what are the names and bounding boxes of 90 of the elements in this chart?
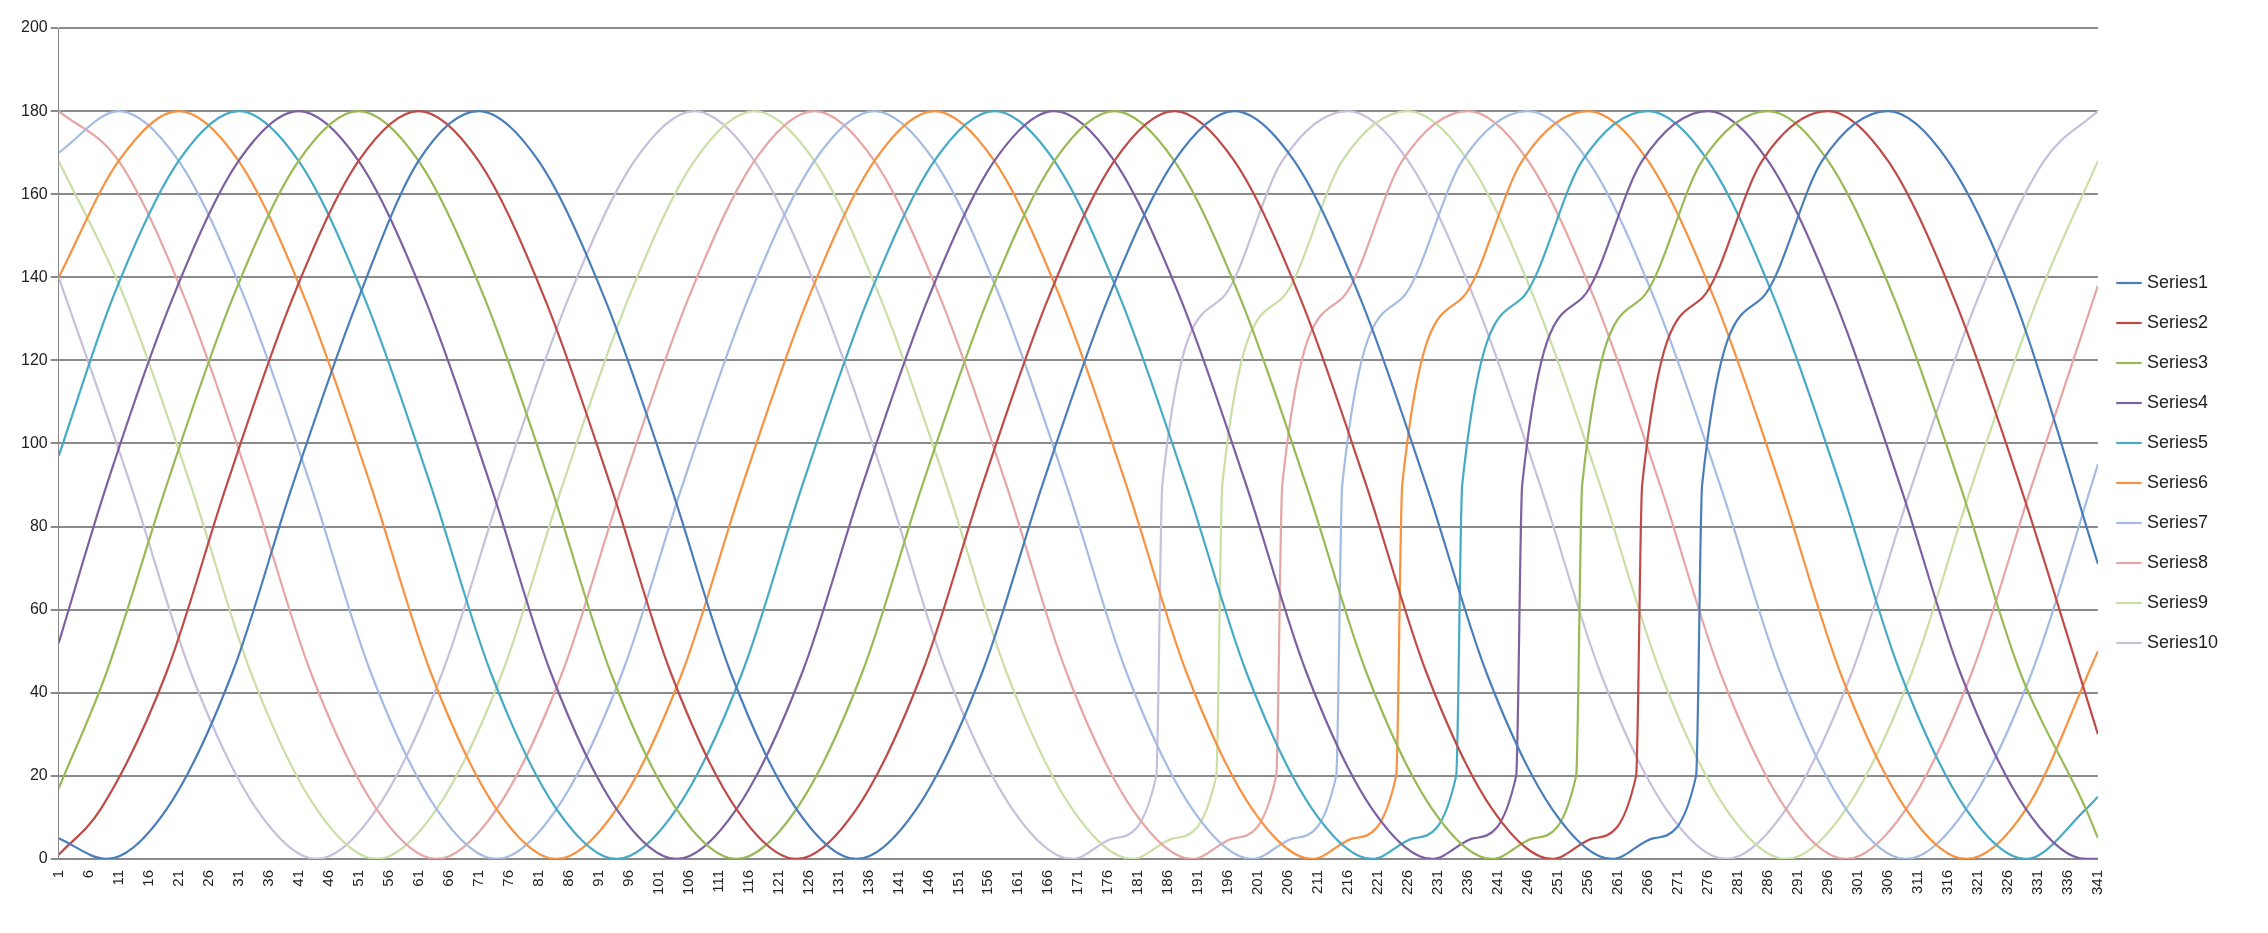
x-tick-label: 6: [78, 869, 96, 879]
x-tick-label: 176: [1098, 869, 1116, 895]
y-tick-label: 60: [29, 600, 48, 618]
x-tick-label: 161: [1008, 869, 1026, 895]
legend-label: Series9: [2146, 591, 2208, 612]
x-tick-label: 136: [858, 869, 876, 895]
x-tick-label: 301: [1848, 869, 1866, 895]
x-tick-label: 326: [1998, 869, 2016, 895]
x-tick-label: 216: [1338, 869, 1356, 895]
x-tick-label: 126: [798, 869, 816, 895]
x-tick-label: 86: [558, 869, 576, 887]
legend-label: Series3: [2146, 351, 2208, 372]
x-tick-label: 166: [1038, 869, 1056, 895]
legend-label: Series2: [2146, 311, 2208, 332]
x-tick-label: 331: [2028, 869, 2046, 895]
y-tick-label: 140: [20, 267, 48, 285]
x-tick-label: 31: [228, 869, 246, 887]
legend-label: Series7: [2146, 511, 2208, 532]
x-tick-label: 296: [1818, 869, 1836, 895]
legend-label: Series5: [2146, 431, 2208, 452]
x-tick-label: 66: [438, 869, 456, 887]
x-tick-label: 36: [258, 869, 276, 887]
x-tick-label: 311: [1908, 869, 1926, 894]
x-tick-label: 256: [1578, 869, 1596, 895]
x-tick-label: 56: [378, 869, 396, 887]
x-tick-label: 111: [708, 869, 726, 893]
x-tick-label: 121: [768, 869, 786, 895]
legend-label: Series1: [2146, 271, 2208, 292]
x-tick-label: 16: [138, 869, 156, 887]
y-tick-label: 160: [20, 184, 48, 202]
y-tick-label: 100: [20, 433, 48, 451]
x-tick-label: 286: [1758, 869, 1776, 895]
x-tick-label: 171: [1068, 869, 1086, 895]
x-tick-label: 51: [348, 869, 366, 887]
x-tick-label: 226: [1398, 869, 1416, 895]
x-tick-label: 271: [1668, 869, 1686, 895]
x-tick-label: 41: [288, 869, 306, 887]
x-tick-label: 91: [588, 869, 606, 887]
x-tick-label: 246: [1518, 869, 1536, 895]
x-tick-label: 11: [108, 869, 126, 886]
x-tick-label: 191: [1188, 869, 1206, 895]
x-tick-label: 276: [1698, 869, 1716, 895]
x-tick-label: 221: [1368, 869, 1386, 895]
x-tick-label: 71: [468, 869, 486, 887]
x-tick-label: 291: [1788, 869, 1806, 895]
x-tick-label: 106: [678, 869, 696, 895]
x-tick-label: 201: [1248, 869, 1266, 895]
x-tick-label: 266: [1638, 869, 1656, 895]
legend-label: Series4: [2146, 391, 2208, 412]
legend-label: Series6: [2146, 471, 2208, 492]
x-tick-label: 196: [1218, 869, 1236, 895]
x-tick-label: 231: [1428, 869, 1446, 895]
legend-label: Series10: [2146, 631, 2218, 652]
x-tick-label: 251: [1548, 869, 1566, 895]
x-tick-label: 46: [318, 869, 336, 887]
x-tick-label: 151: [948, 869, 966, 895]
y-tick-label: 20: [29, 766, 48, 784]
x-tick-label: 96: [618, 869, 636, 887]
x-tick-label: 61: [408, 869, 426, 887]
y-tick-label: 40: [29, 683, 48, 701]
x-tick-label: 26: [198, 869, 216, 887]
x-tick-label: 241: [1488, 869, 1506, 895]
y-tick-label: 80: [29, 516, 48, 534]
x-tick-label: 146: [918, 869, 936, 895]
x-tick-label: 281: [1728, 869, 1746, 895]
x-tick-label: 341: [2088, 869, 2106, 895]
x-tick-label: 211: [1308, 869, 1326, 894]
y-tick-label: 200: [20, 18, 48, 36]
x-tick-label: 206: [1278, 869, 1296, 895]
x-tick-label: 81: [528, 869, 546, 887]
x-tick-label: 131: [828, 869, 846, 895]
x-tick-label: 321: [1968, 869, 1986, 895]
x-tick-label: 76: [498, 869, 516, 887]
x-tick-label: 186: [1158, 869, 1176, 895]
x-tick-label: 261: [1608, 869, 1626, 895]
x-tick-label: 336: [2058, 869, 2076, 895]
x-tick-label: 181: [1128, 869, 1146, 895]
y-tick-label: 0: [38, 849, 48, 867]
legend-label: Series8: [2146, 551, 2208, 572]
x-tick-label: 156: [978, 869, 996, 895]
x-tick-label: 1: [48, 869, 66, 879]
x-tick-label: 306: [1878, 869, 1896, 895]
x-tick-label: 101: [648, 869, 666, 895]
x-tick-label: 141: [888, 869, 906, 895]
x-tick-label: 21: [168, 869, 186, 887]
x-tick-label: 116: [738, 869, 756, 894]
x-tick-label: 236: [1458, 869, 1476, 895]
y-tick-label: 180: [20, 101, 48, 119]
y-tick-label: 120: [20, 350, 48, 368]
x-tick-label: 316: [1938, 869, 1956, 895]
